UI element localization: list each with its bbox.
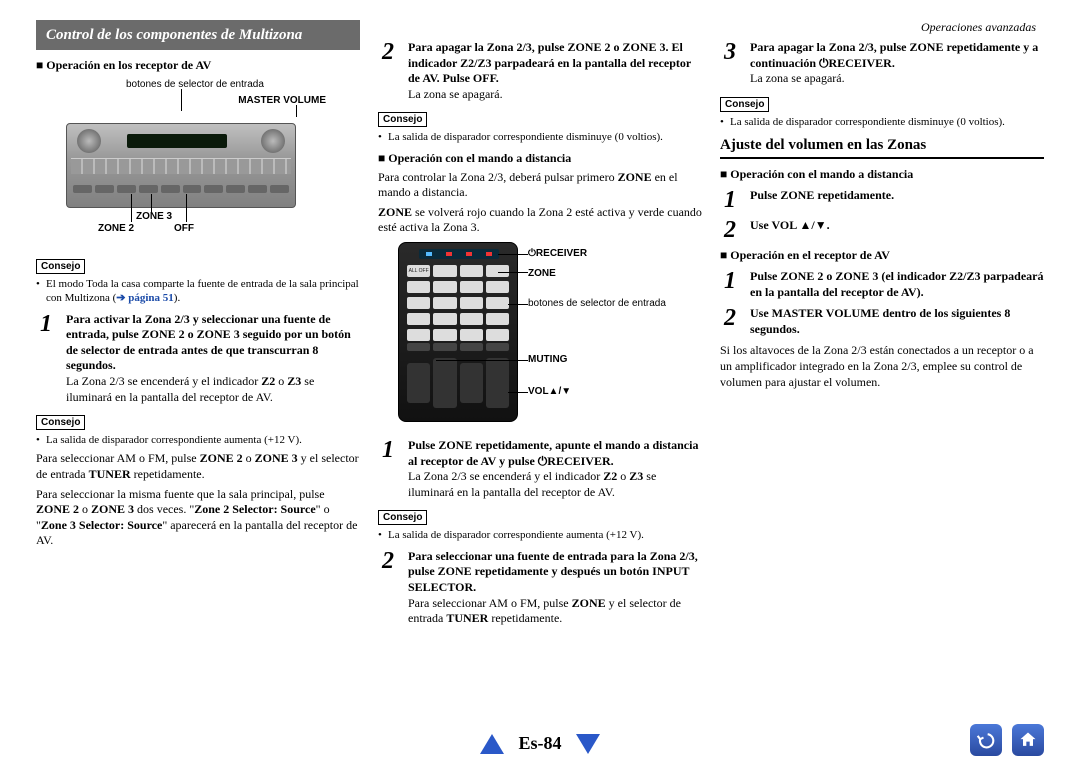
- step-2-col2: 2 Para apagar la Zona 2/3, pulse ZONE 2 …: [378, 40, 702, 102]
- step-number-3-icon: 3: [720, 40, 740, 87]
- remote-label-muting: MUTING: [528, 354, 567, 366]
- tip-label-4: Consejo: [378, 510, 427, 525]
- tip-label-5: Consejo: [720, 97, 769, 112]
- step-r1: 1 Pulse ZONE repetidamente.: [720, 188, 1044, 212]
- column-1: Control de los componentes de Multizona …: [36, 20, 360, 633]
- step-2-bold: Para apagar la Zona 2/3, pulse ZONE 2 o …: [408, 40, 691, 85]
- step-r1-text: Pulse ZONE repetidamente.: [750, 188, 894, 202]
- next-page-icon[interactable]: [576, 734, 600, 754]
- fig-label-off: OFF: [174, 223, 194, 234]
- tip-2-text: La salida de disparador correspondiente …: [36, 433, 360, 447]
- tip-label-1: Consejo: [36, 259, 85, 274]
- step-3-plain: La zona se apagará.: [750, 71, 1044, 87]
- column-2: 2 Para apagar la Zona 2/3, pulse ZONE 2 …: [378, 20, 702, 633]
- subhead-av-op-2: Operación en el receptor de AV: [720, 248, 1044, 263]
- subhead-remote-op: Operación con el mando a distancia: [378, 151, 702, 166]
- step-2b-col2: 2 Para seleccionar una fuente de entrada…: [378, 549, 702, 627]
- step-a1: 1 Pulse ZONE 2 o ZONE 3 (el indicador Z2…: [720, 269, 1044, 300]
- page-link-51[interactable]: ➔ página 51: [116, 292, 174, 304]
- step-1b-plain: La Zona 2/3 se encenderá y el indicador …: [408, 469, 702, 500]
- remote-label-selector: botones de selector de entrada: [528, 298, 666, 310]
- remote-figure: ALL OFF ⏻⏻RECEIVERRECEIVER ZONE botones …: [378, 242, 678, 432]
- fig-label-zone2: ZONE 2: [98, 223, 134, 234]
- step-1-plain: La Zona 2/3 se encenderá y el indicador …: [66, 374, 360, 405]
- tip-1-part-a: El modo Toda la casa comparte la fuente …: [46, 278, 359, 304]
- tip-1-text: El modo Toda la casa comparte la fuente …: [36, 277, 360, 306]
- remote-label-receiver: ⏻⏻RECEIVERRECEIVER: [528, 248, 587, 260]
- column-3: 3 Para apagar la Zona 2/3, pulse ZONE re…: [720, 20, 1044, 633]
- tip-label-3: Consejo: [378, 112, 427, 127]
- step-2b-plain: Para seleccionar AM o FM, pulse ZONE y e…: [408, 596, 702, 627]
- page-footer: Es-84: [0, 733, 1080, 754]
- step-a2: 2 Use MASTER VOLUME dentro de los siguie…: [720, 306, 1044, 337]
- step-1-col1: 1 Para activar la Zona 2/3 y seleccionar…: [36, 312, 360, 406]
- subhead-remote-op-2: Operación con el mando a distancia: [720, 167, 1044, 182]
- page-header: Operaciones avanzadas: [921, 20, 1036, 35]
- col2-p-remote: Para controlar la Zona 2/3, deberá pulsa…: [378, 170, 702, 201]
- home-button[interactable]: [1012, 724, 1044, 756]
- step-r2-text: Use VOL ▲/▼.: [750, 218, 830, 232]
- step-number-r1-icon: 1: [720, 188, 740, 212]
- step-3-col3: 3 Para apagar la Zona 2/3, pulse ZONE re…: [720, 40, 1044, 87]
- home-icon: [1018, 730, 1038, 750]
- step-number-a2-icon: 2: [720, 306, 740, 337]
- col3-final: Si los altavoces de la Zona 2/3 están co…: [720, 343, 1044, 390]
- step-number-r2-icon: 2: [720, 218, 740, 242]
- step-1-col2: 1 Pulse ZONE repetidamente, apunte el ma…: [378, 438, 702, 500]
- tip-label-2: Consejo: [36, 415, 85, 430]
- step-1b-bold: Pulse ZONE repetidamente, apunte el mand…: [408, 438, 698, 468]
- receiver-figure: botones de selector de entrada MASTER VO…: [36, 79, 346, 249]
- back-button[interactable]: [970, 724, 1002, 756]
- step-number-a1-icon: 1: [720, 269, 740, 300]
- subhead-av-op: Operación en los receptor de AV: [36, 58, 360, 73]
- tip-5-text: La salida de disparador correspondiente …: [720, 115, 1044, 129]
- remote-label-vol: VOL▲/▼: [528, 386, 571, 398]
- step-a1-text: Pulse ZONE 2 o ZONE 3 (el indicador Z2/Z…: [750, 269, 1043, 299]
- fig-caption-inputs: botones de selector de entrada: [126, 79, 264, 90]
- col1-p2: Para seleccionar AM o FM, pulse ZONE 2 o…: [36, 451, 360, 482]
- step-2-plain: La zona se apagará.: [408, 87, 702, 103]
- section-title: Control de los componentes de Multizona: [36, 20, 360, 50]
- step-a2-text: Use MASTER VOLUME dentro de los siguient…: [750, 306, 1010, 336]
- prev-page-icon[interactable]: [480, 734, 504, 754]
- step-1-bold: Para activar la Zona 2/3 y seleccionar u…: [66, 312, 351, 373]
- remote-label-zone: ZONE: [528, 268, 556, 280]
- undo-icon: [976, 730, 996, 750]
- step-r2: 2 Use VOL ▲/▼.: [720, 218, 1044, 242]
- tip-1-part-b: ).: [174, 292, 180, 304]
- col2-p-remote2: ZONE se volverá rojo cuando la Zona 2 es…: [378, 205, 702, 236]
- page-number: Es-84: [518, 733, 561, 754]
- col1-p3: Para seleccionar la misma fuente que la …: [36, 487, 360, 549]
- step-3-bold: Para apagar la Zona 2/3, pulse ZONE repe…: [750, 40, 1038, 70]
- step-number-2b-icon: 2: [378, 549, 398, 627]
- fig-label-zone3: ZONE 3: [136, 211, 172, 222]
- fig-caption-master-volume: MASTER VOLUME: [238, 95, 326, 106]
- tip-3-text: La salida de disparador correspondiente …: [378, 130, 702, 144]
- step-2b-bold: Para seleccionar una fuente de entrada p…: [408, 549, 698, 594]
- tip-4-text: La salida de disparador correspondiente …: [378, 528, 702, 542]
- heading-volume-zones: Ajuste del volumen en las Zonas: [720, 137, 1044, 159]
- step-number-2-icon: 2: [378, 40, 398, 102]
- step-number-1b-icon: 1: [378, 438, 398, 500]
- step-number-1-icon: 1: [36, 312, 56, 406]
